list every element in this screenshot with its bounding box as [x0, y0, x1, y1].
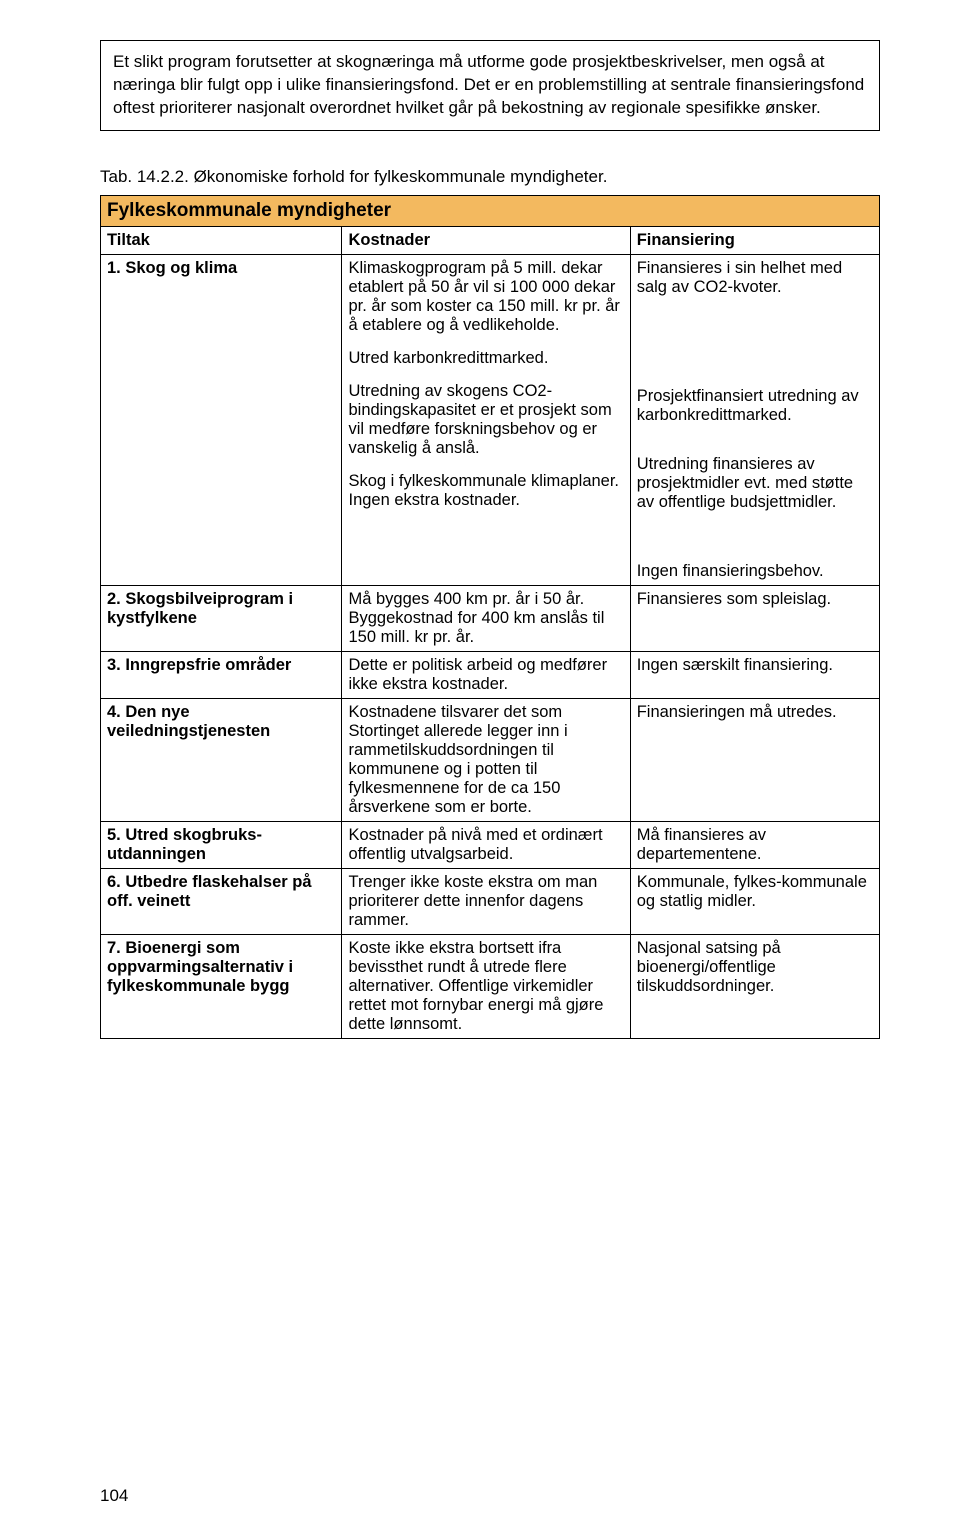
tiltak-cell: 5. Utred skogbruks-utdanningen	[101, 821, 342, 868]
cost-paragraph: Klimaskogprogram på 5 mill. dekar etable…	[348, 259, 623, 335]
main-table: Fylkeskommunale myndigheter Tiltak Kostn…	[100, 195, 880, 1039]
fin-paragraph: Ingen særskilt finansiering.	[637, 656, 873, 675]
cost-paragraph: Skog i fylkeskommunale klimaplaner. Inge…	[348, 472, 623, 510]
col-header-kostnader: Kostnader	[342, 226, 630, 254]
kost-cell: Klimaskogprogram på 5 mill. dekar etable…	[342, 254, 630, 585]
col-header-tiltak: Tiltak	[101, 226, 342, 254]
table-row: 3. Inngrepsfrie områder Dette er politis…	[101, 651, 880, 698]
fin-cell: Finansieres som spleislag.	[630, 585, 879, 651]
cost-paragraph: Kostnadene tilsvarer det som Stortinget …	[348, 703, 623, 817]
kost-cell: Koste ikke ekstra bortsett ifra bevissth…	[342, 934, 630, 1038]
fin-cell: Kommunale, fylkes-kommunale og statlig m…	[630, 868, 879, 934]
section-title: Fylkeskommunale myndigheter	[101, 195, 880, 226]
cost-paragraph: Må bygges 400 km pr. år i 50 år. Byggeko…	[348, 590, 623, 647]
tiltak-cell: 6. Utbedre flaskehalser på off. veinett	[101, 868, 342, 934]
fin-cell: Finansieringen må utredes.	[630, 698, 879, 821]
fin-cell: Ingen særskilt finansiering.	[630, 651, 879, 698]
table-row: 4. Den nye veiledningstjenesten Kostnade…	[101, 698, 880, 821]
table-row: 5. Utred skogbruks-utdanningen Kostnader…	[101, 821, 880, 868]
kost-cell: Kostnader på nivå med et ordinært offent…	[342, 821, 630, 868]
table-row: 6. Utbedre flaskehalser på off. veinett …	[101, 868, 880, 934]
table-caption: Tab. 14.2.2. Økonomiske forhold for fylk…	[100, 167, 880, 187]
cost-paragraph: Kostnader på nivå med et ordinært offent…	[348, 826, 623, 864]
kost-cell: Må bygges 400 km pr. år i 50 år. Byggeko…	[342, 585, 630, 651]
table-row: 2. Skogsbilveiprogram i kystfylkene Må b…	[101, 585, 880, 651]
fin-paragraph: Nasjonal satsing på bioenergi/offentlige…	[637, 939, 873, 996]
table-row: 7. Bioenergi som oppvarmingsalternativ i…	[101, 934, 880, 1038]
fin-cell: Finansieres i sin helhet med salg av CO2…	[630, 254, 879, 585]
table-row: 1. Skog og klima Klimaskogprogram på 5 m…	[101, 254, 880, 585]
intro-text: Et slikt program forutsetter at skognæri…	[113, 51, 867, 120]
tiltak-cell: 2. Skogsbilveiprogram i kystfylkene	[101, 585, 342, 651]
tiltak-cell: 4. Den nye veiledningstjenesten	[101, 698, 342, 821]
fin-paragraph: Finansieres i sin helhet med salg av CO2…	[637, 259, 873, 297]
kost-cell: Dette er politisk arbeid og medfører ikk…	[342, 651, 630, 698]
cost-paragraph: Utredning av skogens CO2-bindingskapasit…	[348, 382, 623, 458]
intro-box: Et slikt program forutsetter at skognæri…	[100, 40, 880, 131]
kost-cell: Trenger ikke koste ekstra om man priorit…	[342, 868, 630, 934]
fin-paragraph: Utredning finansieres av prosjektmidler …	[637, 455, 873, 512]
fin-paragraph: Ingen finansieringsbehov.	[637, 562, 873, 581]
fin-cell: Nasjonal satsing på bioenergi/offentlige…	[630, 934, 879, 1038]
col-header-finansiering: Finansiering	[630, 226, 879, 254]
fin-paragraph: Finansieringen må utredes.	[637, 703, 873, 722]
cost-paragraph: Trenger ikke koste ekstra om man priorit…	[348, 873, 623, 930]
cost-paragraph: Dette er politisk arbeid og medfører ikk…	[348, 656, 623, 694]
page-number: 104	[100, 1486, 128, 1506]
fin-paragraph: Kommunale, fylkes-kommunale og statlig m…	[637, 873, 873, 911]
tiltak-cell: 3. Inngrepsfrie områder	[101, 651, 342, 698]
tiltak-cell: 1. Skog og klima	[101, 254, 342, 585]
kost-cell: Kostnadene tilsvarer det som Stortinget …	[342, 698, 630, 821]
fin-paragraph: Prosjektfinansiert utredning av karbonkr…	[637, 387, 873, 425]
tiltak-cell: 7. Bioenergi som oppvarmingsalternativ i…	[101, 934, 342, 1038]
cost-paragraph: Koste ikke ekstra bortsett ifra bevissth…	[348, 939, 623, 1034]
fin-paragraph: Må finansieres av departementene.	[637, 826, 873, 864]
fin-cell: Må finansieres av departementene.	[630, 821, 879, 868]
cost-paragraph: Utred karbonkredittmarked.	[348, 349, 623, 368]
fin-paragraph: Finansieres som spleislag.	[637, 590, 873, 609]
